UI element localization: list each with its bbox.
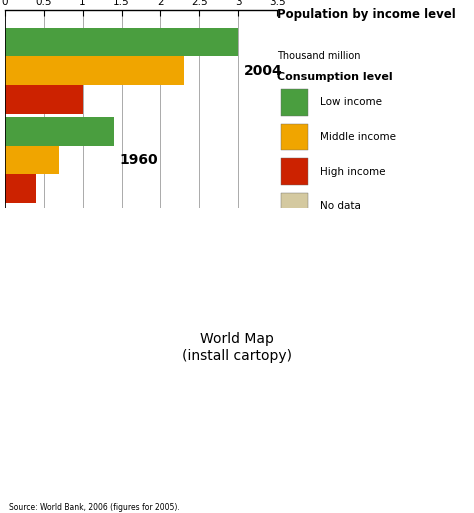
FancyBboxPatch shape: [281, 193, 309, 220]
Bar: [5, 56, 184, 85]
FancyBboxPatch shape: [281, 124, 309, 150]
Text: 2004: 2004: [244, 64, 283, 78]
Text: High income: High income: [320, 167, 385, 177]
Text: Thousand million: Thousand million: [277, 51, 361, 61]
Text: Source: World Bank, 2006 (figures for 2005).: Source: World Bank, 2006 (figures for 20…: [9, 503, 180, 512]
Text: Population by income level: Population by income level: [277, 8, 456, 21]
Bar: [5, 117, 114, 146]
Text: 1960: 1960: [119, 153, 158, 167]
Text: No data: No data: [320, 202, 361, 211]
Bar: [5, 174, 36, 203]
Bar: [5, 146, 59, 174]
Text: Middle income: Middle income: [320, 132, 396, 142]
Bar: [5, 85, 82, 114]
FancyBboxPatch shape: [281, 159, 309, 185]
Text: Consumption level: Consumption level: [277, 72, 393, 82]
Bar: [5, 28, 238, 56]
Text: Low income: Low income: [320, 97, 382, 107]
Text: World Map
(install cartopy): World Map (install cartopy): [182, 332, 292, 363]
FancyBboxPatch shape: [281, 89, 309, 116]
